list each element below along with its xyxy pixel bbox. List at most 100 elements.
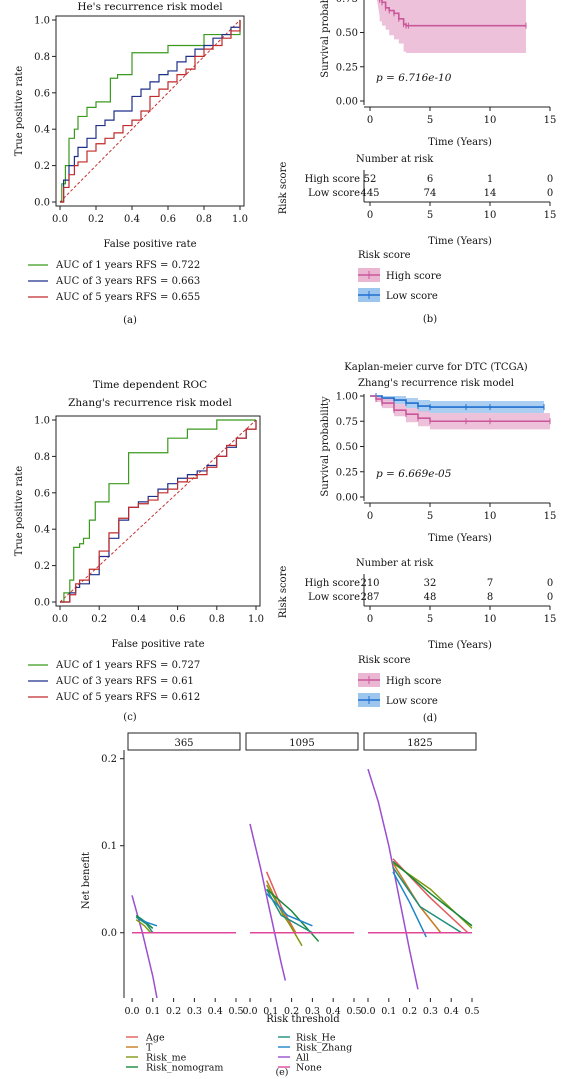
- legend-entry: Risk_nomogram: [146, 1063, 223, 1074]
- y-axis-label: Survival probabili: [320, 0, 331, 78]
- legend-title: Risk score: [358, 655, 411, 666]
- net-benefit-curve-Risk_He: [392, 867, 462, 934]
- y-tick-label: 0.50: [336, 28, 358, 39]
- p-value: p = 6.716e-10: [376, 72, 452, 84]
- x-tick-label: 0.6: [170, 614, 186, 625]
- y-tick-label: 0.4: [34, 525, 50, 536]
- risk-table-row-label: High score: [305, 578, 360, 589]
- x-tick-label: 0.2: [284, 1006, 299, 1017]
- roc-curve-1: [60, 20, 241, 203]
- y-tick-label: 0.0: [34, 598, 50, 609]
- x-tick-label: 0.4: [124, 214, 140, 225]
- legend-entry: Risk_Zhang: [296, 1043, 352, 1054]
- y-tick-label: 0.1: [101, 841, 117, 852]
- facet-label: 365: [174, 738, 193, 749]
- y-tick-label: 0.25: [336, 467, 358, 478]
- diagonal-reference-line: [59, 419, 257, 603]
- risk-table-cell: 0: [547, 578, 553, 589]
- x-tick-label: 0.0: [124, 1006, 139, 1017]
- risk-table-cell: 0: [547, 188, 553, 199]
- x-tick-label: 1.0: [232, 214, 248, 225]
- x-axis-label: False positive rate: [111, 639, 204, 650]
- x-tick-label: 1.0: [248, 614, 264, 625]
- y-tick-label: 0.00: [336, 97, 358, 108]
- risk-table-cell: 14: [484, 188, 497, 199]
- x-tick-label: 0.6: [160, 214, 176, 225]
- net-benefit-curve-All: [367, 768, 419, 990]
- y-axis-label: True positive rate: [14, 66, 25, 156]
- legend-entry: Low score: [386, 291, 438, 302]
- x-tick-label: 0.8: [196, 214, 212, 225]
- x-tick-label: 5: [427, 614, 433, 625]
- x-tick-label: 0.5: [228, 1006, 243, 1017]
- y-tick-label: 0.2: [34, 561, 50, 572]
- y-tick-label: 0.75: [336, 417, 358, 428]
- x-tick-label: 0.0: [52, 614, 68, 625]
- y-axis-label: Survival probability: [320, 396, 331, 496]
- y-tick-label: 0.6: [34, 488, 50, 499]
- facet-strip: [127, 732, 241, 751]
- risk-table-cell: 210: [360, 578, 379, 589]
- risk-table-cell: 8: [487, 592, 493, 603]
- legend-entry: Risk_He: [296, 1033, 336, 1044]
- plot-frame: [55, 15, 245, 207]
- risk-table-cell: 287: [360, 592, 379, 603]
- x-tick-label: 15: [544, 210, 557, 221]
- facet-label: 1095: [289, 738, 314, 749]
- y-tick-label: 1.00: [336, 392, 358, 403]
- x-tick-label: 0: [367, 115, 373, 126]
- x-tick-label: 0.4: [130, 614, 146, 625]
- legend-entry: High score: [386, 271, 441, 282]
- risk-table-cell: 0: [547, 592, 553, 603]
- risk-table-x-label: Time (Years): [428, 236, 492, 247]
- risk-table-cell: 74: [424, 188, 437, 199]
- legend-entry: Age: [145, 1033, 165, 1044]
- legend-entry: T: [146, 1043, 153, 1054]
- legend-entry: AUC of 3 years RFS = 0.663: [55, 276, 200, 287]
- net-benefit-curve-Risk_me: [135, 919, 152, 934]
- panel-label: (b): [423, 314, 437, 325]
- facet-strip: [245, 732, 359, 751]
- x-axis-label: False positive rate: [103, 239, 196, 250]
- x-axis-label: Time (Years): [428, 137, 492, 148]
- legend-entry: High score: [386, 676, 441, 687]
- x-tick-label: 0.4: [444, 1006, 459, 1017]
- y-tick-label: 0.2: [34, 161, 50, 172]
- risk-table-cell: 52: [364, 174, 377, 185]
- y-tick-label: 0.0: [34, 198, 50, 209]
- net-benefit-curve-T: [392, 862, 442, 934]
- x-tick-label: 0.4: [326, 1006, 341, 1017]
- x-tick-label: 0.5: [346, 1006, 361, 1017]
- risk-table-side-label: Risk score: [278, 162, 289, 215]
- x-tick-label: 0.2: [88, 214, 104, 225]
- x-tick-label: 0.2: [402, 1006, 417, 1017]
- legend-entry: None: [296, 1063, 322, 1074]
- legend-title: Risk score: [358, 250, 411, 261]
- risk-table-cell: 445: [360, 188, 379, 199]
- risk-table-row-label: Low score: [308, 188, 360, 199]
- legend-entry: Low score: [386, 696, 438, 707]
- chart-subtitle: Zhang's recurrence risk model: [358, 378, 514, 389]
- x-tick-label: 10: [484, 210, 497, 221]
- legend-entry: AUC of 5 years RFS = 0.612: [55, 692, 200, 703]
- y-tick-label: 0.6: [34, 88, 50, 99]
- x-tick-label: 15: [544, 614, 557, 625]
- x-tick-label: 0.3: [423, 1006, 438, 1017]
- legend-entry: AUC of 5 years RFS = 0.655: [55, 292, 200, 303]
- net-benefit-curve-All: [131, 895, 158, 999]
- roc-curve-3: [60, 20, 241, 203]
- y-tick-label: 1.0: [34, 16, 50, 27]
- x-tick-label: 0.0: [52, 214, 68, 225]
- x-tick-label: 0.8: [209, 614, 225, 625]
- y-tick-label: 0.8: [34, 452, 50, 463]
- y-tick-label: 0.25: [336, 62, 358, 73]
- y-axis-label: Net benefit: [81, 852, 92, 909]
- legend-entry: AUC of 1 years RFS = 0.727: [55, 660, 200, 671]
- legend-entry: AUC of 3 years RFS = 0.61: [55, 676, 194, 687]
- x-axis-label: Risk threshold: [266, 1014, 340, 1025]
- legend-entry: Risk_me: [146, 1053, 187, 1064]
- panel-label: (c): [123, 712, 137, 723]
- risk-table-title: Number at risk: [356, 558, 434, 569]
- x-tick-label: 0.4: [208, 1006, 223, 1017]
- x-tick-label: 0: [367, 511, 373, 522]
